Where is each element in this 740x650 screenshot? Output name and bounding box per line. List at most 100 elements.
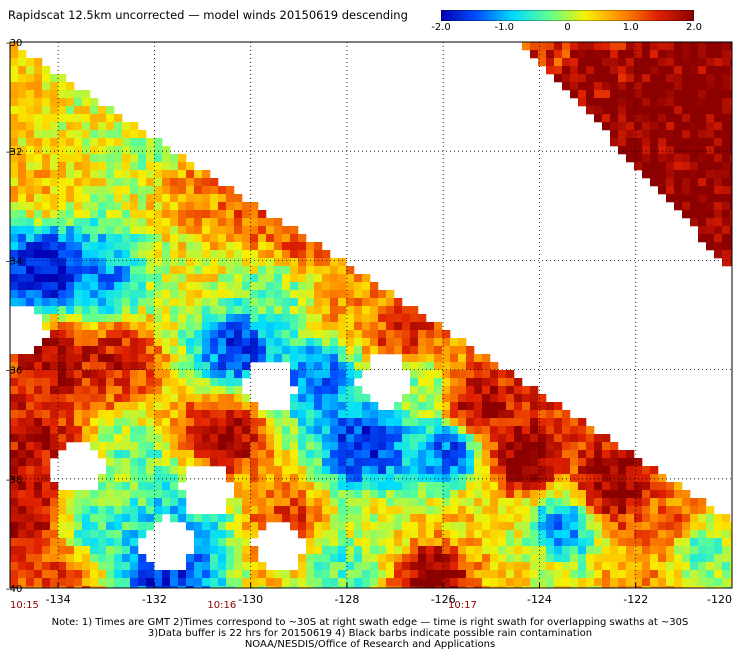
wind-cell (10, 42, 19, 51)
wind-cell (90, 394, 99, 403)
wind-cell (66, 546, 75, 555)
wind-cell (202, 426, 211, 435)
wind-cell (562, 458, 571, 467)
wind-cell (130, 266, 139, 275)
wind-cell (378, 466, 387, 475)
wind-cell (730, 242, 732, 251)
wind-cell (338, 370, 347, 379)
wind-cell (178, 458, 187, 467)
wind-cell (514, 514, 523, 523)
wind-cell (218, 586, 227, 588)
wind-cell (490, 442, 499, 451)
wind-cell (242, 458, 251, 467)
wind-cell (650, 146, 659, 155)
wind-cell (418, 402, 427, 411)
wind-cell (178, 330, 187, 339)
wind-cell (370, 522, 379, 531)
wind-cell (634, 466, 643, 475)
wind-cell (50, 586, 59, 588)
wind-cell (714, 554, 723, 563)
wind-cell (706, 538, 715, 547)
wind-cell (186, 370, 195, 379)
wind-cell (162, 298, 171, 307)
wind-cell (202, 274, 211, 283)
wind-cell (482, 426, 491, 435)
wind-cell (578, 554, 587, 563)
wind-cell (482, 394, 491, 403)
wind-cell (74, 298, 83, 307)
wind-cell (530, 42, 539, 51)
wind-cell (218, 418, 227, 427)
wind-cell (330, 258, 339, 267)
wind-cell (570, 466, 579, 475)
wind-cell (370, 290, 379, 299)
wind-cell (154, 218, 163, 227)
wind-cell (154, 258, 163, 267)
wind-cell (546, 538, 555, 547)
wind-cell (418, 490, 427, 499)
wind-cell (138, 554, 147, 563)
wind-cell (266, 578, 275, 587)
wind-cell (202, 314, 211, 323)
wind-cell (146, 562, 155, 571)
wind-cell (682, 154, 691, 163)
wind-cell (42, 74, 51, 83)
wind-cell (682, 546, 691, 555)
wind-cell (18, 418, 27, 427)
wind-cell (130, 578, 139, 587)
wind-cell (114, 138, 123, 147)
wind-cell (82, 338, 91, 347)
wind-cell (642, 482, 651, 491)
wind-cell (586, 514, 595, 523)
wind-cell (426, 354, 435, 363)
wind-cell (10, 122, 19, 131)
wind-cell (370, 426, 379, 435)
wind-cell (226, 538, 235, 547)
wind-cell (50, 562, 59, 571)
wind-cell (210, 330, 219, 339)
wind-cell (434, 514, 443, 523)
wind-cell (498, 466, 507, 475)
wind-cell (730, 194, 732, 203)
wind-cell (538, 402, 547, 411)
wind-cell (682, 586, 691, 588)
wind-cell (650, 122, 659, 131)
wind-cell (250, 402, 259, 411)
wind-cell (426, 450, 435, 459)
wind-cell (250, 290, 259, 299)
wind-cell (546, 434, 555, 443)
wind-cell (394, 402, 403, 411)
wind-cell (522, 514, 531, 523)
wind-cell (362, 330, 371, 339)
wind-cell (122, 498, 131, 507)
wind-cell (98, 338, 107, 347)
wind-cell (570, 530, 579, 539)
wind-cell (210, 570, 219, 579)
wind-cell (266, 242, 275, 251)
wind-cell (418, 370, 427, 379)
wind-cell (338, 314, 347, 323)
wind-cell (50, 370, 59, 379)
wind-cell (474, 570, 483, 579)
wind-cell (370, 498, 379, 507)
wind-cell (402, 474, 411, 483)
wind-cell (530, 538, 539, 547)
wind-cell (450, 498, 459, 507)
wind-cell (290, 226, 299, 235)
wind-cell (226, 450, 235, 459)
wind-cell (122, 490, 131, 499)
wind-cell (346, 522, 355, 531)
wind-cell (602, 66, 611, 75)
wind-cell (506, 386, 515, 395)
wind-cell (202, 386, 211, 395)
wind-cell (162, 338, 171, 347)
wind-cell (162, 210, 171, 219)
wind-cell (202, 202, 211, 211)
wind-cell (58, 290, 67, 299)
wind-cell (426, 394, 435, 403)
wind-cell (682, 82, 691, 91)
wind-cell (714, 538, 723, 547)
wind-cell (122, 482, 131, 491)
wind-cell (242, 282, 251, 291)
wind-cell (210, 194, 219, 203)
